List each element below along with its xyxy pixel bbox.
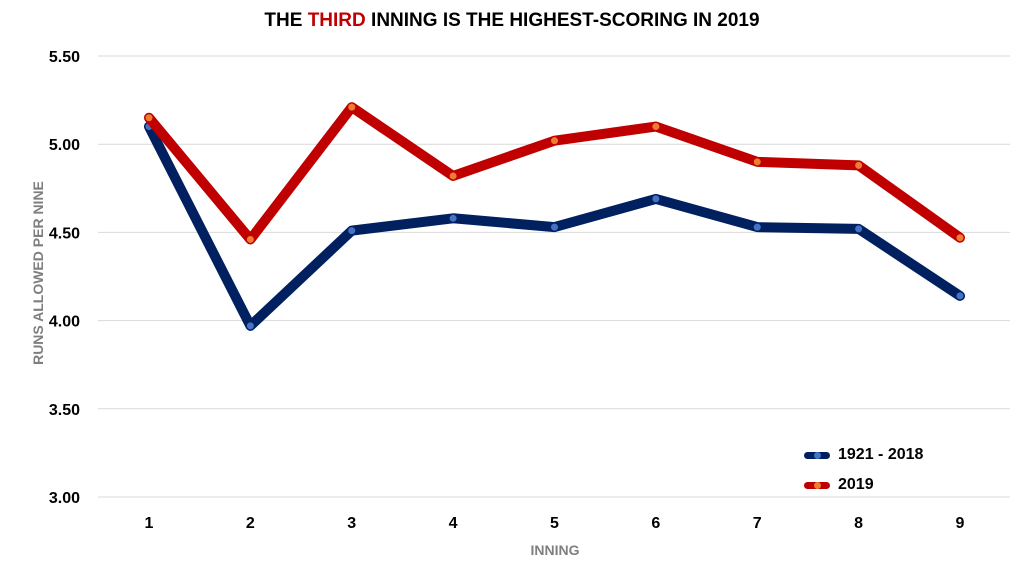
y-tick-label: 3.50: [49, 402, 80, 419]
x-tick-label: 5: [550, 515, 559, 532]
data-point: [652, 195, 660, 203]
x-tick-label: 2: [246, 515, 255, 532]
data-point: [246, 322, 254, 330]
x-tick-label: 4: [449, 515, 458, 532]
x-tick-label: 7: [753, 515, 762, 532]
data-point: [753, 223, 761, 231]
data-point: [145, 114, 153, 122]
data-point: [956, 234, 964, 242]
data-point: [348, 103, 356, 111]
series-line-2019: [144, 102, 965, 245]
legend-swatch: [804, 451, 830, 459]
y-tick-label: 3.00: [49, 490, 80, 507]
y-tick-label: 4.00: [49, 314, 80, 331]
y-axis-label: RUNS ALLOWED PER NINE: [30, 181, 46, 365]
x-tick-label: 9: [956, 515, 965, 532]
data-point: [551, 223, 558, 231]
legend: 1921 - 2018 2019: [804, 440, 923, 500]
data-point: [449, 214, 457, 222]
x-tick-label: 1: [145, 515, 154, 532]
legend-item-2019: 2019: [804, 470, 923, 500]
data-point: [449, 172, 457, 180]
y-tick-label: 5.50: [49, 49, 80, 66]
y-tick-label: 5.00: [49, 137, 80, 154]
data-point: [246, 235, 254, 243]
legend-swatch: [804, 481, 830, 489]
data-point: [551, 137, 558, 145]
data-point: [652, 123, 660, 131]
y-tick-label: 4.50: [49, 225, 80, 242]
data-point: [855, 161, 863, 169]
data-point: [855, 225, 863, 233]
chart-title: THE THIRD INNING IS THE HIGHEST-SCORING …: [264, 10, 760, 31]
data-point: [956, 292, 964, 300]
x-axis-label: INNING: [530, 542, 580, 558]
x-tick-label: 6: [651, 515, 660, 532]
data-point: [348, 227, 356, 235]
x-tick-label: 3: [347, 515, 356, 532]
legend-item-1921-2018: 1921 - 2018: [804, 440, 923, 470]
data-point: [753, 158, 761, 166]
x-tick-label: 8: [854, 515, 863, 532]
